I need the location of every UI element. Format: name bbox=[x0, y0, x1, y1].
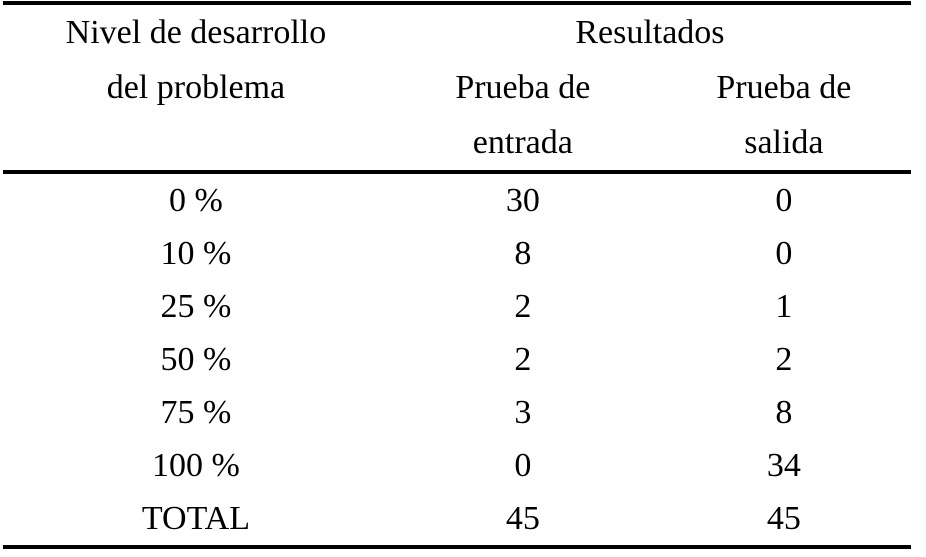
table-row-total: TOTAL 45 45 bbox=[3, 492, 911, 547]
entrada-cell: 30 bbox=[505, 181, 540, 219]
header-group-resultados: Resultados bbox=[575, 13, 725, 51]
header-row-1: Nivel de desarrollo Resultados bbox=[3, 3, 911, 60]
header-level-line2: del problema bbox=[106, 68, 286, 106]
level-cell: 50 % bbox=[160, 340, 232, 378]
entrada-cell: 8 bbox=[514, 234, 532, 272]
level-cell: TOTAL bbox=[141, 499, 250, 537]
level-cell: 0 % bbox=[169, 181, 223, 219]
salida-cell: 34 bbox=[766, 446, 801, 484]
entrada-cell: 45 bbox=[505, 499, 540, 537]
entrada-cell: 3 bbox=[514, 393, 532, 431]
table-row: 50 % 2 2 bbox=[3, 333, 911, 386]
header-entrada-line2: entrada bbox=[472, 123, 573, 161]
table-row: 25 % 2 1 bbox=[3, 280, 911, 333]
entrada-cell: 2 bbox=[514, 340, 532, 378]
level-cell: 75 % bbox=[160, 393, 232, 431]
salida-cell: 2 bbox=[775, 340, 793, 378]
header-row-2: del problema Prueba de Prueba de bbox=[3, 60, 911, 115]
salida-cell: 1 bbox=[775, 287, 793, 325]
entrada-cell: 2 bbox=[514, 287, 532, 325]
header-level-line1: Nivel de desarrollo bbox=[65, 13, 327, 51]
header-salida-line2: salida bbox=[744, 123, 824, 161]
salida-cell: 45 bbox=[766, 499, 801, 537]
header-salida-line1: Prueba de bbox=[716, 68, 852, 106]
header-row-3: entrada salida bbox=[3, 115, 911, 172]
level-cell: 100 % bbox=[152, 446, 240, 484]
salida-cell: 0 bbox=[775, 181, 793, 219]
header-entrada-line1: Prueba de bbox=[455, 68, 591, 106]
table-row: 100 % 0 34 bbox=[3, 439, 911, 492]
level-cell: 10 % bbox=[160, 234, 232, 272]
table-body: 0 % 30 0 10 % 8 0 25 % 2 1 50 % 2 2 75 % bbox=[3, 172, 911, 547]
table-row: 10 % 8 0 bbox=[3, 227, 911, 280]
header-level-spacer bbox=[3, 115, 389, 172]
salida-cell: 0 bbox=[775, 234, 793, 272]
table-row: 75 % 3 8 bbox=[3, 386, 911, 439]
table-header: Nivel de desarrollo Resultados del probl… bbox=[3, 3, 911, 172]
results-table: Nivel de desarrollo Resultados del probl… bbox=[3, 1, 911, 549]
level-cell: 25 % bbox=[160, 287, 232, 325]
entrada-cell: 0 bbox=[514, 446, 532, 484]
salida-cell: 8 bbox=[775, 393, 793, 431]
table-row: 0 % 30 0 bbox=[3, 172, 911, 227]
